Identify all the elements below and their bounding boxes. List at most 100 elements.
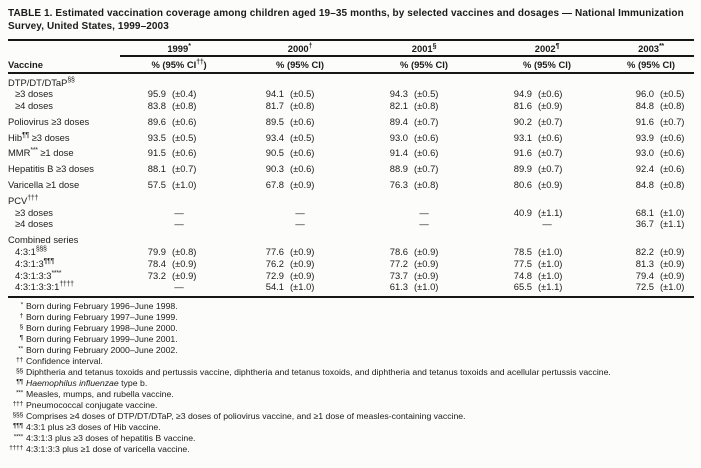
coverage-percent: 81.3 [635,257,654,269]
footnote-text: Born during February 1996–June 1998. [26,301,178,312]
footnote-marker: *** [15,389,23,397]
coverage-percent: 78.4 [147,257,166,269]
coverage-percent: 94.9 [513,88,532,100]
footnote-text: 4:3:1 plus ≥3 doses of Hib vaccine. [26,422,161,433]
confidence-interval: (±0.9) [414,246,439,258]
confidence-interval: (±0.6) [538,88,563,100]
value-cell: 90.5 (±0.6) [238,147,362,158]
value-cell: 77.2 (±0.9) [362,258,486,269]
value-cell: 88.1 (±0.7) [120,163,238,174]
value-cell: 77.5 (±1.0) [486,258,608,269]
value-cell: 84.8 (±0.8) [608,179,694,190]
year-footnote-marker: § [432,42,437,50]
table-row: ≥3 doses 95.9 (±0.4) 94.1 (±0.5) 94.3 (±0.5) 94… [8,88,694,100]
footnote-text: 4:3:1:3 plus ≥3 doses of hepatitis B vac… [26,433,196,444]
year-label: 2003** [608,43,694,57]
year-column-header: 1999* [120,43,238,57]
coverage-percent: 84.8 [635,100,654,112]
no-data-dash: — [295,206,305,218]
footnote: **** 4:3:1:3 plus ≥3 doses of hepatitis B… [8,433,694,444]
confidence-interval: (±0.7) [660,115,685,127]
row-label: MMR*** ≥1 dose [8,147,74,159]
footnote: †† Confidence interval. [8,356,694,367]
value-cell: — [120,281,238,292]
value-cell: 95.9 (±0.4) [120,88,238,99]
table-row: 4:3:1§§§ 79.9 (±0.8) 77.6 (±0.9) 78.6 (±0.9) 78… [8,246,694,258]
coverage-percent: 91.4 [389,147,408,159]
row-footnote-marker: ††† [27,194,39,202]
value-cell: 82.2 (±0.9) [608,246,694,257]
row-label: Combined series [8,234,79,246]
year-label: 2000† [238,43,362,57]
ci-footnote-marker: †† [196,58,204,66]
value-cell: 73.7 (±0.9) [362,270,486,281]
value-cell: — [120,218,238,229]
value-cell: 76.2 (±0.9) [238,258,362,269]
footnote: † Born during February 1997–June 1999. [8,312,694,323]
coverage-percent: 77.2 [389,257,408,269]
row-label: ≥3 doses [15,88,53,100]
footnote: §§§ Comprises ≥4 doses of DTP/DT/DTaP, ≥3… [8,411,694,422]
coverage-percent: 88.9 [389,163,408,175]
table-title: TABLE 1. Estimated vaccination coverage … [8,8,684,32]
footnote-marker: ¶¶ [16,378,23,386]
confidence-interval: (±0.7) [414,115,439,127]
value-cell: 94.9 (±0.6) [486,88,608,99]
footnote-marker: † [19,312,24,320]
confidence-interval: (±1.0) [660,281,685,293]
value-cell: 91.6 (±0.7) [608,116,694,127]
value-cell: 73.2 (±0.9) [120,270,238,281]
row-label: 4:3:1§§§ [15,245,47,258]
value-cell: 68.1 (±1.0) [608,207,694,218]
footnotes-section: * Born during February 1996–June 1998. † Bo… [8,301,694,455]
year-footnote-marker: * [188,42,191,50]
confidence-interval: (±0.5) [290,88,315,100]
coverage-percent: 72.9 [265,269,284,281]
confidence-interval: (±0.9) [290,179,315,191]
table-row: PCV††† [8,195,694,207]
value-cell: — [486,218,608,229]
confidence-interval: (±0.7) [538,115,563,127]
year-footnote-marker: † [308,42,313,50]
coverage-percent: 77.6 [265,246,284,258]
confidence-interval: (±0.7) [538,147,563,159]
coverage-percent: 91.6 [635,115,654,127]
coverage-percent: 84.8 [635,179,654,191]
row-footnote-marker: ¶¶ [22,131,29,139]
value-cell: 72.5 (±1.0) [608,281,694,292]
value-cell: 79.9 (±0.8) [120,246,238,257]
row-label: 4:3:1:3:3**** [15,269,62,281]
table-row: Varicella ≥1 dose 57.5 (±1.0) 67.8 (±0.9) 76.… [8,179,694,191]
confidence-interval: (±0.8) [414,179,439,191]
value-cell: 74.8 (±1.0) [486,270,608,281]
row-label: PCV††† [8,194,39,206]
footnote-marker: ¶ [19,334,24,342]
footnote: ¶¶¶ 4:3:1 plus ≥3 doses of Hib vaccine. [8,422,694,433]
table-header: 1999* 2000† 2001§ 2002¶ 2003** Vaccine % (95… [8,39,694,72]
row-label: ≥4 doses [15,100,53,112]
table-body: DTP/DT/DTaP§§ ≥3 doses 95.9 (±0.4) 94.1 (±0.5… [8,72,694,299]
coverage-percent: 93.9 [635,131,654,143]
value-cell: 93.1 (±0.6) [486,132,608,143]
footnote-marker: †† [16,356,23,364]
percent-ci-header: % (95% CI) [627,59,675,70]
coverage-percent: 91.5 [147,147,166,159]
coverage-percent: 93.0 [389,131,408,143]
coverage-percent: 81.7 [265,100,284,112]
confidence-interval: (±0.5) [414,88,439,100]
year-label: 1999* [120,43,238,57]
footnote-marker: ** [18,345,23,353]
coverage-percent: 76.2 [265,257,284,269]
confidence-interval: (±0.6) [290,147,315,159]
confidence-interval: (±0.6) [414,131,439,143]
coverage-percent: 77.5 [513,257,532,269]
value-cell: 65.5 (±1.1) [486,281,608,292]
value-cell: 72.9 (±0.9) [238,270,362,281]
confidence-interval: (±0.6) [172,115,197,127]
coverage-percent: 92.4 [635,163,654,175]
value-cell: 79.4 (±0.9) [608,270,694,281]
value-cell: 61.3 (±1.0) [362,281,486,292]
confidence-interval: (±0.6) [538,131,563,143]
confidence-interval: (±1.0) [290,281,315,293]
